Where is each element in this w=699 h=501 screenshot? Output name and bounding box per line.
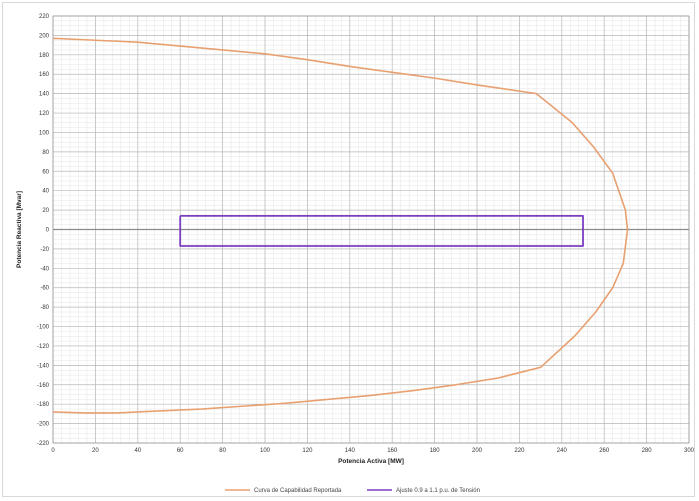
y-tick-label: 80	[42, 150, 49, 156]
y-tick-label: -80	[40, 305, 49, 311]
x-tick-label: 120	[302, 448, 313, 454]
legend-label-capability: Curva de Capabilidad Reportada	[254, 488, 342, 494]
x-tick-label: 60	[177, 448, 184, 454]
adjustment-box	[179, 215, 584, 247]
y-tick-label: 160	[39, 72, 50, 78]
y-tick-label: -140	[37, 363, 50, 369]
y-tick-label: -120	[37, 344, 50, 350]
x-tick-label: 240	[557, 448, 568, 454]
x-tick-label: 20	[92, 448, 99, 454]
x-tick-label: 80	[219, 448, 226, 454]
x-tick-label: 140	[345, 448, 356, 454]
y-tick-label: -180	[37, 402, 50, 408]
x-tick-label: 280	[642, 448, 653, 454]
x-tick-label: 220	[514, 448, 525, 454]
y-tick-label: -60	[40, 286, 49, 292]
y-tick-label: -100	[37, 325, 50, 331]
y-tick-label: 120	[39, 111, 50, 117]
x-tick-label: 300	[684, 448, 695, 454]
plot-area-border	[52, 15, 690, 444]
y-tick-label: 100	[39, 130, 50, 136]
y-tick-label: 220	[39, 14, 50, 20]
plot-border-rect	[52, 15, 690, 444]
y-axis-title: Potencia Reactiva [Mvar]	[16, 191, 23, 268]
y-tick-label: 0	[46, 228, 50, 234]
y-tick-label: -160	[37, 383, 50, 389]
x-tick-label: 0	[51, 448, 55, 454]
x-tick-label: 40	[134, 448, 141, 454]
y-tick-label: 140	[39, 92, 50, 98]
y-tick-label: -200	[37, 422, 50, 428]
y-tick-label: 180	[39, 53, 50, 59]
y-tick-label: -220	[37, 441, 50, 447]
series-layer	[52, 37, 629, 414]
legend: Curva de Capabilidad Reportada Ajuste 0.…	[225, 488, 480, 494]
y-tick-label: 200	[39, 33, 50, 39]
x-tick-label: 200	[472, 448, 483, 454]
y-tick-label: -20	[40, 247, 49, 253]
x-tick-label: 180	[430, 448, 441, 454]
x-tick-label: 160	[387, 448, 398, 454]
y-tick-label: 40	[42, 189, 49, 195]
x-tick-labels: 0 20 40 60 80 100 120 140 160 180 200 220 240 260 280 3…	[51, 448, 694, 454]
y-tick-label: -40	[40, 266, 49, 272]
capability-curve	[52, 37, 629, 414]
legend-label-adjustment: Ajuste 0.9 a 1.1 p.u. de Tensión	[396, 488, 480, 494]
y-tick-label: 20	[42, 208, 49, 214]
x-axis-title: Potencia Activa [MW]	[338, 458, 404, 465]
y-tick-label: 60	[42, 169, 49, 175]
y-tick-labels: -220-200-180-160-140-120-100-80-60-40-20…	[37, 14, 50, 447]
chart-frame	[2, 2, 695, 497]
x-tick-label: 100	[260, 448, 271, 454]
x-tick-label: 260	[599, 448, 610, 454]
